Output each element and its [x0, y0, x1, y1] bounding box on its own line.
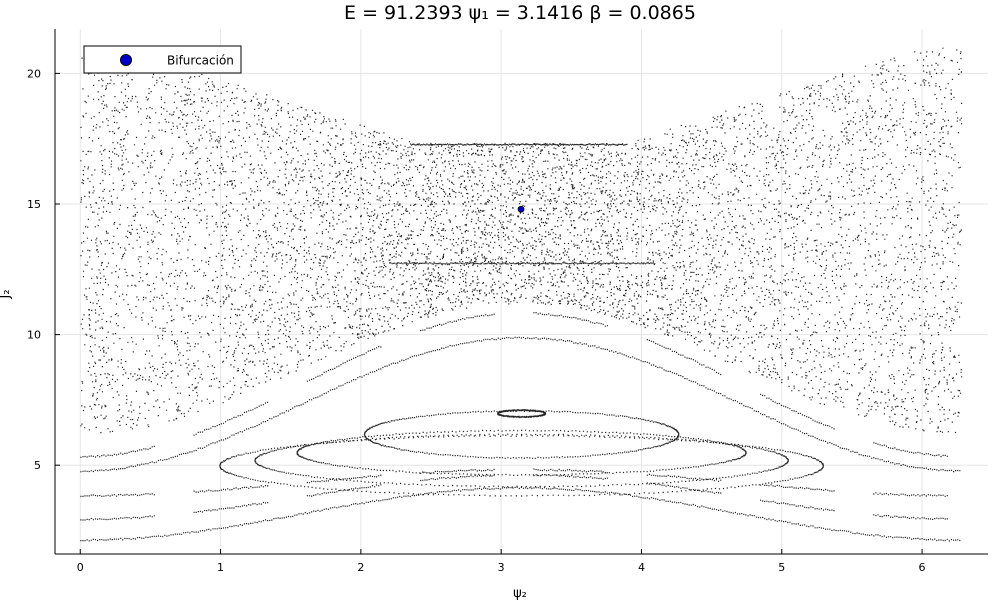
y-axis-label: J₂ — [0, 289, 13, 299]
series-layer — [517, 205, 525, 213]
x-tick-label: 6 — [919, 561, 926, 574]
y-tick-label: 15 — [27, 198, 41, 211]
x-tick-label: 1 — [217, 561, 224, 574]
y-tick-label: 5 — [34, 459, 41, 472]
chart-title: E = 91.2393 ψ₁ = 3.1416 β = 0.0865 — [344, 2, 696, 24]
legend-box — [83, 45, 242, 74]
x-tick-label: 3 — [498, 561, 505, 574]
legend-label-bifurcacion: Bifurcación — [167, 54, 234, 68]
x-tick-label: 2 — [357, 561, 364, 574]
legend: Bifurcación — [83, 45, 242, 74]
x-axis-ticks: 0 1 2 3 4 5 6 — [77, 549, 926, 574]
x-tick-label: 0 — [77, 561, 84, 574]
legend-marker-bifurcacion — [120, 54, 132, 66]
axes — [54, 29, 988, 555]
series-point-bifurcacion — [517, 205, 525, 213]
background-points — [80, 47, 963, 542]
x-tick-label: 4 — [638, 561, 645, 574]
y-tick-label: 20 — [27, 67, 41, 80]
x-tick-label: 5 — [778, 561, 785, 574]
x-axis-label: ψ₂ — [513, 586, 527, 600]
y-axis-ticks: 5 10 15 20 — [27, 67, 60, 472]
poincare-points — [80, 47, 963, 542]
y-tick-label: 10 — [27, 329, 41, 342]
